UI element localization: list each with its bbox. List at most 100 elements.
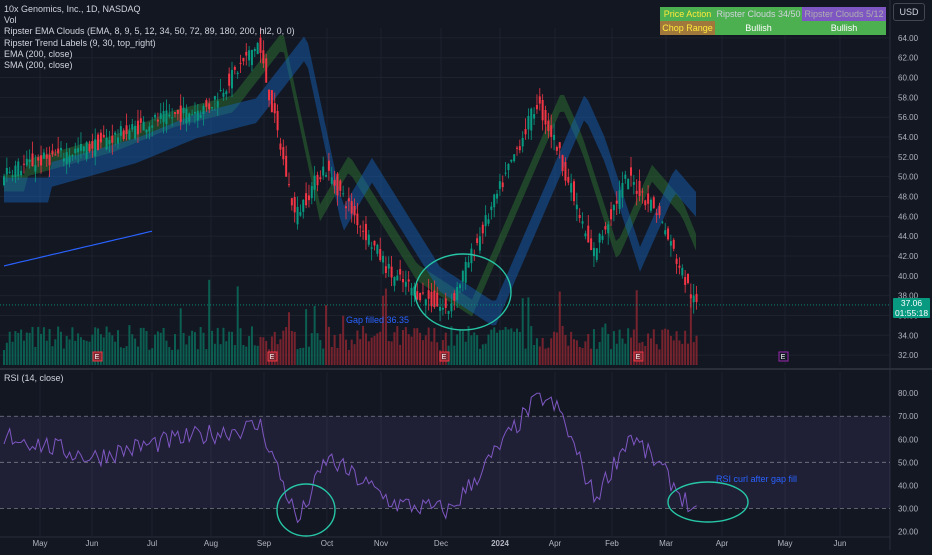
volume-bar [145, 330, 148, 365]
candle-body [40, 155, 43, 166]
volume-bar [382, 295, 385, 365]
candle-body [3, 176, 5, 186]
volume-bar [5, 342, 8, 365]
volume-bar [262, 337, 265, 365]
volume-bar [193, 332, 196, 365]
candle-body [524, 129, 527, 135]
volume-bar [444, 332, 447, 365]
candle-body [228, 73, 231, 86]
volume-bar [587, 334, 590, 365]
volume-bar [336, 348, 339, 365]
candle-body [689, 294, 692, 299]
candle-body [632, 182, 635, 185]
rsi-title[interactable]: RSI (14, close) [4, 373, 64, 383]
candle-body [439, 306, 442, 311]
annotation-circle [414, 253, 512, 331]
volume-bar [647, 333, 650, 365]
volume-bar [436, 342, 439, 365]
volume-bar [131, 334, 134, 365]
volume-bar [339, 333, 342, 365]
volume-bar [507, 329, 510, 365]
candle-body [504, 172, 507, 174]
volume-bar [62, 348, 65, 365]
candle-body [627, 179, 630, 190]
candle-body [513, 154, 516, 162]
candle-body [28, 159, 31, 162]
earnings-marker-label: E [442, 354, 447, 361]
earnings-marker[interactable] [92, 351, 103, 362]
candle-body [288, 184, 290, 186]
volume-bar [88, 341, 91, 365]
candle-body [644, 200, 647, 206]
volume-bar [97, 328, 100, 365]
legend-item-trend-labels[interactable]: Ripster Trend Labels (9, 30, top_right) [4, 37, 156, 48]
candle-body [687, 273, 689, 284]
candle-body [339, 180, 342, 191]
volume-bar [547, 347, 550, 365]
legend-item-ema200[interactable]: EMA (200, close) [4, 48, 73, 59]
candle-body [179, 105, 182, 122]
rsi-tick-label: 70.00 [898, 412, 919, 421]
volume-bar [3, 349, 5, 365]
volume-bar [681, 343, 684, 365]
volume-bar [296, 349, 299, 365]
legend-item-ema-clouds[interactable]: Ripster EMA Clouds (EMA, 8, 9, 5, 12, 34… [4, 26, 295, 37]
volume-bar [627, 328, 630, 365]
volume-bar [555, 332, 558, 365]
volume-bar [407, 334, 410, 365]
candle-body [296, 206, 299, 225]
volume-bar [154, 334, 157, 365]
candle-body [20, 170, 23, 176]
candle-body [610, 209, 613, 220]
candle-body [37, 157, 40, 161]
volume-bar [618, 329, 621, 365]
earnings-marker-label: E [95, 354, 100, 361]
volume-bar [362, 325, 365, 365]
volume-bar [202, 332, 205, 365]
candle-body [459, 284, 461, 289]
volume-bar [222, 327, 225, 365]
currency-button[interactable]: USD [893, 3, 925, 21]
table-cell-bullish-34-50: Bullish [715, 21, 802, 35]
volume-bar [390, 341, 393, 365]
volume-bar [208, 279, 211, 365]
candle-body [222, 92, 225, 97]
candle-body [117, 137, 119, 144]
earnings-marker-label: E [270, 354, 275, 361]
volume-bar [373, 335, 376, 365]
candle-body [199, 115, 202, 118]
rsi-line [3, 392, 697, 524]
earnings-marker[interactable] [778, 351, 789, 362]
legend-item-sma200[interactable]: SMA (200, close) [4, 60, 73, 71]
earnings-marker[interactable] [267, 351, 278, 362]
candle-body [624, 174, 627, 179]
candle-body [393, 276, 396, 286]
volume-bar [168, 347, 171, 365]
volume-bar [359, 339, 362, 365]
table-cell-clouds-5-12: Ripster Clouds 5/12 [802, 7, 886, 21]
volume-bar [216, 327, 219, 365]
chart-title[interactable]: 10x Genomics, Inc., 1D, NASDAQ [4, 4, 141, 14]
candle-body [561, 155, 564, 171]
volume-bar [273, 331, 276, 365]
earnings-marker[interactable] [633, 351, 644, 362]
earnings-marker-label: E [781, 354, 786, 361]
volume-bar [353, 344, 356, 365]
volume-bar [604, 323, 607, 365]
volume-bar [516, 328, 518, 365]
volume-bar [156, 331, 159, 365]
earnings-marker[interactable] [439, 351, 450, 362]
legend-item-vol[interactable]: Vol [4, 15, 17, 26]
candle-body [419, 292, 422, 301]
candle-body [17, 161, 20, 177]
candle-body [248, 50, 251, 61]
candle-body [196, 110, 199, 121]
candle-body [345, 206, 347, 209]
volume-bar [478, 348, 481, 365]
y-tick-label: 54.00 [898, 133, 919, 142]
candle-body [290, 198, 293, 206]
volume-bar [689, 299, 692, 365]
volume-bar [598, 342, 601, 365]
